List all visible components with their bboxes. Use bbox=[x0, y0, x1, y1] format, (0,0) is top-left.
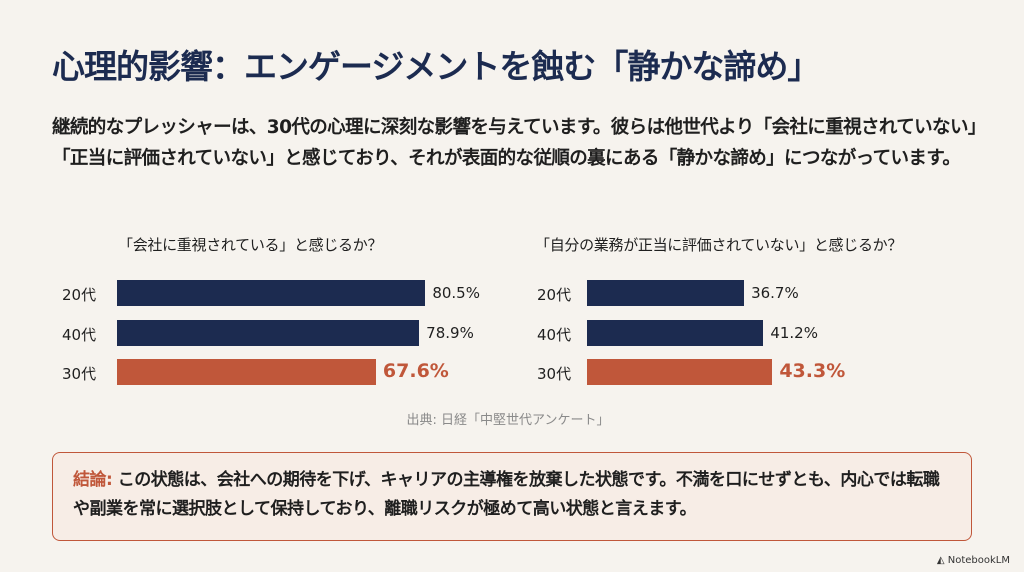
category-label: 30代 bbox=[62, 365, 97, 383]
bar bbox=[117, 359, 376, 385]
data-label: 78.9% bbox=[426, 323, 474, 342]
bar bbox=[117, 280, 426, 306]
chart-title: 「自分の業務が正当に評価されていない」と感じるか？ bbox=[535, 236, 903, 254]
data-label: 80.5% bbox=[432, 284, 480, 302]
source-note: 出典: 日経「中堅世代アンケート」 bbox=[406, 413, 610, 428]
chart-title: 「会社に重視されている」と感じるか？ bbox=[118, 236, 383, 254]
category-label: 40代 bbox=[62, 325, 97, 344]
category-label: 40代 bbox=[537, 325, 572, 344]
conclusion-key: 結論: bbox=[73, 470, 113, 490]
category-label: 20代 bbox=[537, 286, 572, 304]
brand-logo: ◭ NotebookLM bbox=[936, 555, 1010, 566]
data-label: 36.7% bbox=[751, 284, 799, 302]
data-label: 43.3% bbox=[779, 360, 846, 382]
bar bbox=[587, 359, 773, 385]
bar bbox=[117, 319, 420, 346]
category-label: 30代 bbox=[537, 365, 572, 383]
conclusion-text: この状態は、会社への期待を下げ、キャリアの主導権を放棄した状態です。不満を口にせ… bbox=[73, 470, 940, 519]
intro-text: 継続的なプレッシャーは、30代の心理に深刻な影響を与えています。彼らは他世代より… bbox=[52, 117, 977, 169]
conclusion-box: 結論: この状態は、会社への期待を下げ、キャリアの主導権を放棄した状態です。不満… bbox=[52, 452, 972, 541]
brand-name: NotebookLM bbox=[947, 555, 1010, 566]
data-label: 67.6% bbox=[382, 360, 449, 382]
data-label: 41.2% bbox=[770, 323, 818, 342]
slide-title: 心理的影響：エンゲージメントを蝕む「静かな諦め」 bbox=[52, 47, 820, 86]
bar bbox=[587, 319, 764, 346]
category-label: 20代 bbox=[62, 286, 97, 304]
bar bbox=[587, 280, 745, 306]
